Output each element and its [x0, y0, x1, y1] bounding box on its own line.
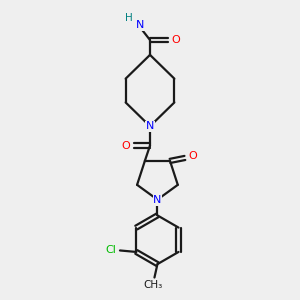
Text: H: H — [125, 13, 133, 23]
Text: N: N — [136, 20, 144, 30]
Text: O: O — [122, 140, 130, 151]
Text: O: O — [171, 35, 180, 45]
Text: CH₃: CH₃ — [143, 280, 163, 290]
Text: O: O — [188, 152, 197, 161]
Text: N: N — [146, 121, 154, 131]
Text: N: N — [153, 195, 162, 205]
Text: Cl: Cl — [106, 245, 116, 256]
